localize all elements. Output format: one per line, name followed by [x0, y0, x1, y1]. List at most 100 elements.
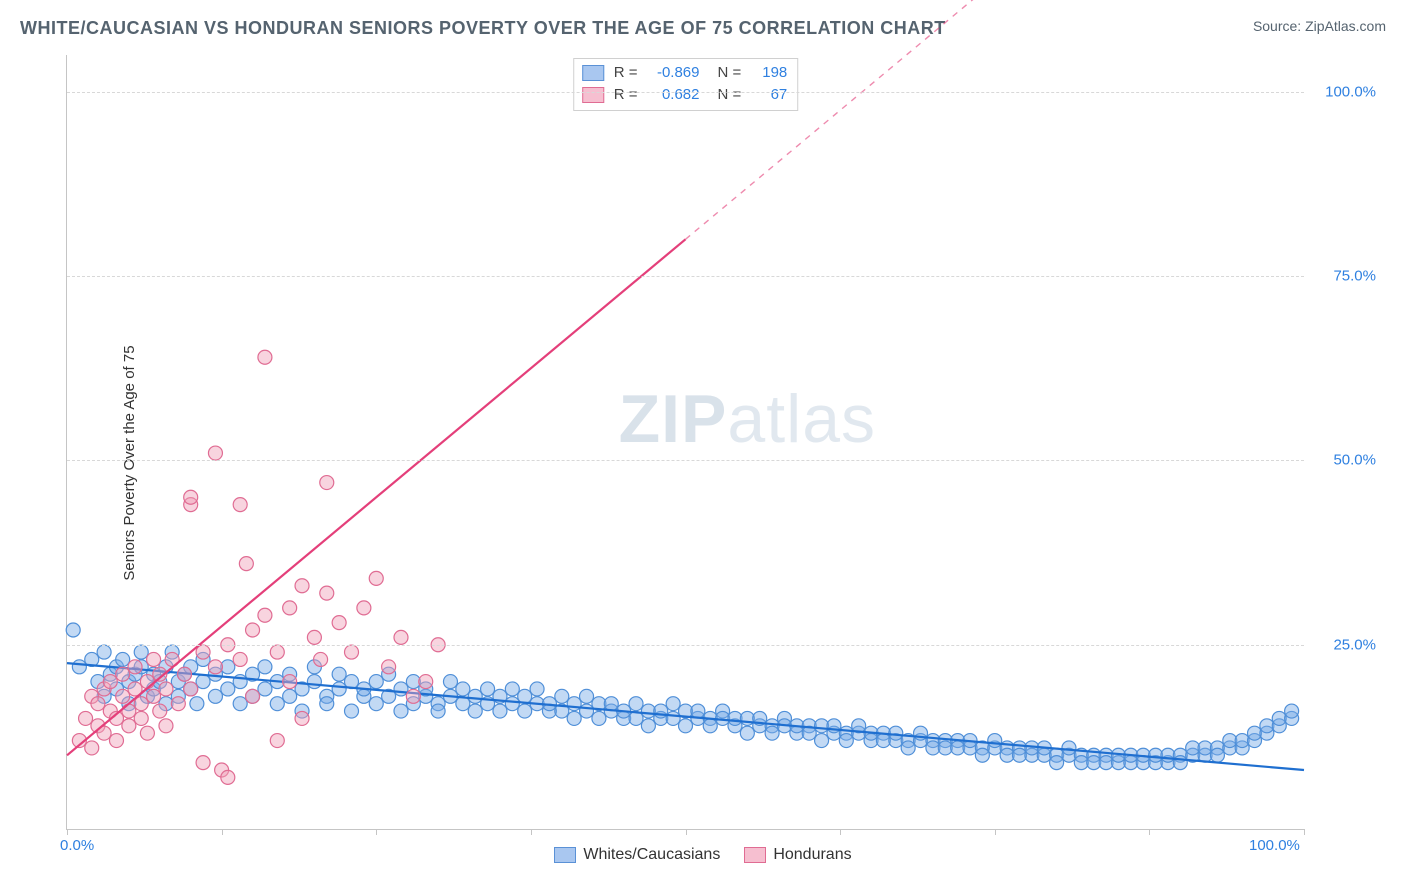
scatter-point-whites: [456, 682, 470, 696]
scatter-point-hondurans: [419, 675, 433, 689]
scatter-point-whites: [1050, 756, 1064, 770]
scatter-point-whites: [221, 682, 235, 696]
gridline: [67, 276, 1304, 277]
header-row: WHITE/CAUCASIAN VS HONDURAN SENIORS POVE…: [20, 18, 1386, 39]
scatter-point-whites: [196, 675, 210, 689]
scatter-point-whites: [815, 734, 829, 748]
x-tick: [67, 829, 68, 835]
scatter-point-hondurans: [128, 660, 142, 674]
scatter-point-whites: [481, 682, 495, 696]
scatter-point-whites: [66, 623, 80, 637]
scatter-point-whites: [468, 689, 482, 703]
scatter-point-whites: [369, 675, 383, 689]
scatter-point-whites: [641, 719, 655, 733]
scatter-point-whites: [555, 689, 569, 703]
scatter-point-hondurans: [171, 697, 185, 711]
scatter-point-hondurans: [369, 571, 383, 585]
x-end-label: 100.0%: [1249, 837, 1300, 854]
scatter-point-whites: [320, 697, 334, 711]
scatter-point-hondurans: [208, 660, 222, 674]
scatter-point-whites: [468, 704, 482, 718]
scatter-point-whites: [691, 704, 705, 718]
x-tick: [995, 829, 996, 835]
series-legend: Whites/CaucasiansHondurans: [18, 846, 1388, 864]
scatter-point-hondurans: [184, 682, 198, 696]
scatter-point-whites: [839, 734, 853, 748]
chart-title: WHITE/CAUCASIAN VS HONDURAN SENIORS POVE…: [20, 18, 946, 39]
trend-line-whites: [67, 663, 1304, 770]
scatter-point-whites: [567, 711, 581, 725]
scatter-point-whites: [679, 719, 693, 733]
plot-svg: [67, 55, 1304, 829]
scatter-point-hondurans: [85, 741, 99, 755]
series-legend-label: Whites/Caucasians: [583, 846, 720, 864]
scatter-point-hondurans: [196, 756, 210, 770]
scatter-point-whites: [530, 682, 544, 696]
gridline: [67, 645, 1304, 646]
plot-area: R =-0.869N =198R =0.682N =67 ZIPatlas 25…: [66, 55, 1304, 830]
scatter-point-hondurans: [357, 601, 371, 615]
scatter-point-whites: [1062, 741, 1076, 755]
scatter-point-whites: [307, 675, 321, 689]
scatter-point-whites: [518, 704, 532, 718]
x-tick: [376, 829, 377, 835]
y-tick-label: 25.0%: [1333, 636, 1376, 653]
x-end-label: 0.0%: [60, 837, 94, 854]
scatter-point-hondurans: [283, 675, 297, 689]
y-tick-label: 50.0%: [1333, 452, 1376, 469]
scatter-point-hondurans: [122, 704, 136, 718]
x-tick: [1304, 829, 1305, 835]
scatter-point-whites: [505, 697, 519, 711]
scatter-point-whites: [283, 689, 297, 703]
scatter-point-whites: [72, 660, 86, 674]
scatter-point-hondurans: [270, 734, 284, 748]
scatter-point-hondurans: [382, 660, 396, 674]
scatter-point-hondurans: [283, 601, 297, 615]
scatter-point-whites: [703, 719, 717, 733]
scatter-point-hondurans: [140, 675, 154, 689]
source-link[interactable]: ZipAtlas.com: [1305, 18, 1386, 34]
x-tick: [531, 829, 532, 835]
y-tick-label: 100.0%: [1325, 83, 1376, 100]
scatter-point-whites: [443, 675, 457, 689]
x-tick: [686, 829, 687, 835]
scatter-point-whites: [345, 704, 359, 718]
source-prefix: Source:: [1253, 18, 1305, 34]
scatter-point-hondurans: [184, 490, 198, 504]
x-tick: [1149, 829, 1150, 835]
scatter-point-hondurans: [307, 630, 321, 644]
scatter-point-whites: [394, 704, 408, 718]
scatter-point-hondurans: [122, 719, 136, 733]
scatter-point-whites: [567, 697, 581, 711]
scatter-point-whites: [369, 697, 383, 711]
scatter-point-whites: [332, 682, 346, 696]
scatter-point-whites: [493, 704, 507, 718]
scatter-point-hondurans: [320, 586, 334, 600]
scatter-point-whites: [505, 682, 519, 696]
x-tick: [840, 829, 841, 835]
scatter-point-hondurans: [147, 652, 161, 666]
legend-swatch: [744, 847, 766, 863]
scatter-point-hondurans: [239, 557, 253, 571]
scatter-point-whites: [765, 726, 779, 740]
series-legend-item: Whites/Caucasians: [554, 846, 720, 864]
scatter-point-hondurans: [233, 652, 247, 666]
scatter-point-hondurans: [221, 770, 235, 784]
scatter-point-whites: [975, 748, 989, 762]
scatter-point-hondurans: [208, 446, 222, 460]
scatter-point-hondurans: [147, 689, 161, 703]
scatter-point-hondurans: [116, 689, 130, 703]
scatter-point-whites: [592, 711, 606, 725]
y-tick-label: 75.0%: [1333, 268, 1376, 285]
scatter-point-whites: [97, 645, 111, 659]
scatter-point-hondurans: [233, 498, 247, 512]
scatter-point-hondurans: [178, 667, 192, 681]
scatter-point-hondurans: [91, 697, 105, 711]
x-tick: [222, 829, 223, 835]
scatter-point-whites: [1285, 704, 1299, 718]
scatter-point-hondurans: [314, 652, 328, 666]
scatter-point-whites: [431, 704, 445, 718]
gridline: [67, 92, 1304, 93]
scatter-point-hondurans: [134, 711, 148, 725]
scatter-point-whites: [604, 697, 618, 711]
